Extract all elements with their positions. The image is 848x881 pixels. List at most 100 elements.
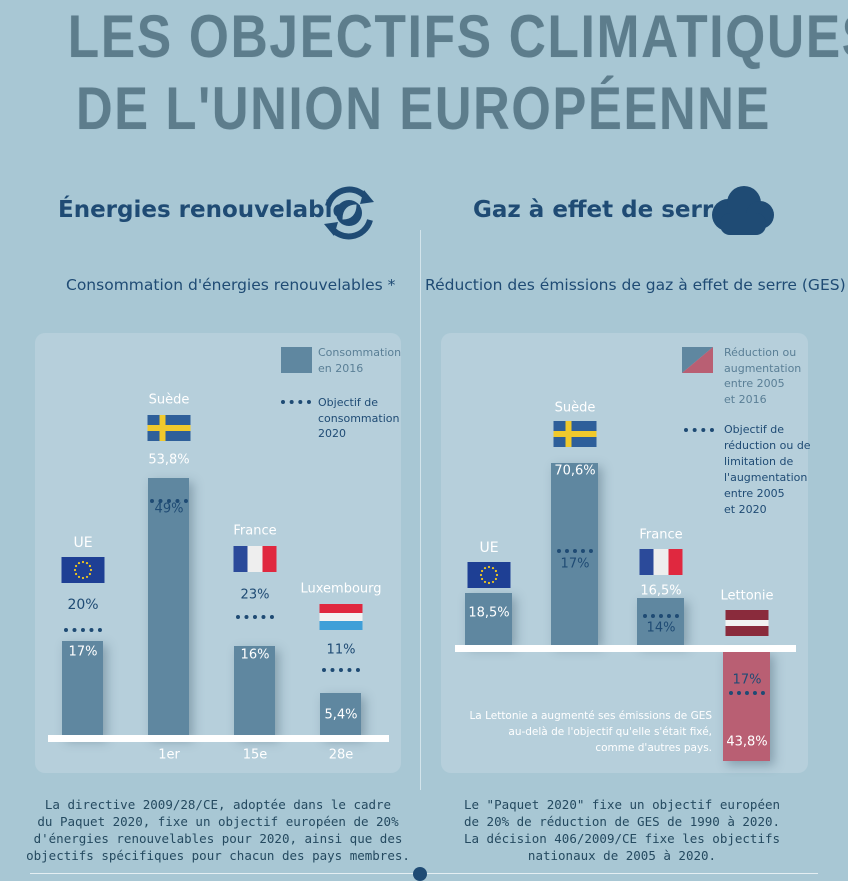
target-line — [150, 498, 188, 503]
legend-bar-label: Consommation en 2016 — [318, 345, 401, 376]
title-text: LES OBJECTIFS CLIMATIQUES — [67, 3, 848, 70]
target-line — [729, 691, 765, 695]
legend-line: 2020 — [318, 427, 346, 440]
target-line — [643, 614, 679, 618]
sweden-flag-icon — [553, 421, 597, 447]
bar-luxembourg — [320, 692, 361, 737]
right-baseline — [455, 645, 796, 652]
legend-line: réduction ou de — [724, 439, 811, 452]
value-label: 70,6% — [554, 463, 596, 479]
target-line — [322, 668, 360, 673]
legend-line: Objectif de — [318, 396, 379, 409]
footer-line: nationaux de 2005 à 2020. — [527, 848, 717, 863]
legend-line: entre 2005 — [724, 487, 785, 500]
title-text: DE L'UNION EUROPÉENNE — [76, 75, 772, 142]
section-heading-renewables: Énergies renouvelables — [58, 197, 362, 223]
country-label: UE — [73, 535, 93, 551]
legend-line: et 2016 — [724, 392, 767, 406]
legend-swatch-bar — [281, 347, 312, 373]
renewable-cycle-icon — [324, 186, 374, 240]
section-heading-ghg: Gaz à effet de serre — [473, 197, 729, 223]
target-label: 17% — [732, 672, 762, 688]
value-label: 53,8% — [148, 452, 190, 468]
legend-line: l'augmentation — [724, 471, 808, 484]
divider — [420, 230, 421, 790]
bar-ue — [465, 592, 512, 645]
legend-line: augmentation — [724, 361, 802, 375]
left-baseline — [48, 735, 389, 742]
note-line: comme d'autres pays. — [595, 742, 712, 754]
target-label: 20% — [67, 597, 99, 613]
bottom-dot — [413, 867, 427, 881]
country-label: Suède — [554, 400, 596, 416]
latvia-note: La Lettonie a augmenté ses émissions de … — [469, 708, 712, 756]
value-label: 43,8% — [726, 734, 768, 750]
legend-line: Objectif de — [724, 423, 785, 436]
country-label: France — [639, 527, 683, 543]
legend-line: et 2020 — [724, 503, 767, 516]
bar-france — [637, 597, 684, 645]
target-line — [64, 628, 102, 632]
value-label: 18,5% — [468, 605, 510, 621]
legend-change-label: Réduction ou augmentation entre 2005 et 201… — [724, 345, 801, 407]
latvia-flag-icon — [725, 610, 769, 636]
legend-line: Consommation — [318, 346, 402, 359]
left-chart-subtitle: Consommation d'énergies renouvelables * — [66, 276, 396, 294]
legend-line: en 2016 — [318, 361, 364, 375]
legend-swatch-target — [281, 400, 311, 404]
page-title-line2: DE L'UNION EUROPÉENNE — [0, 74, 848, 143]
value-label: 16,5% — [640, 583, 682, 599]
legend-target-label: Objectif de réduction ou de limitation de l… — [724, 422, 811, 518]
legend-swatch-target — [684, 428, 714, 432]
legend-line: Réduction ou — [724, 346, 797, 359]
bar-suède — [148, 477, 189, 737]
target-label: 49% — [154, 501, 184, 517]
country-label: UE — [479, 540, 499, 556]
eu-flag-icon — [61, 557, 105, 583]
value-label: 17% — [68, 644, 98, 660]
target-label: 14% — [646, 620, 676, 636]
france-flag-icon — [233, 546, 277, 572]
country-label: France — [233, 523, 277, 539]
footer-line: objectifs spécifiques pour chacun des pa… — [26, 848, 410, 863]
page-title-line1: LES OBJECTIFS CLIMATIQUES — [0, 2, 848, 71]
footer-line: de 20% de réduction de GES de 1990 à 202… — [463, 814, 781, 829]
footer-line: La décision 406/2009/CE fixe les objecti… — [463, 831, 781, 846]
sweden-flag-icon — [147, 415, 191, 441]
rank-label: 15e — [242, 747, 268, 763]
bar-ue — [62, 641, 103, 737]
legend-line: consommation — [318, 411, 400, 425]
france-flag-icon — [639, 549, 683, 575]
footer-line: Le "Paquet 2020" fixe un objectif europé… — [463, 797, 781, 812]
legend-line: entre 2005 — [724, 377, 785, 390]
footer-line: du Paquet 2020, fixe un objectif europée… — [37, 814, 399, 829]
country-label: Luxembourg — [300, 581, 382, 597]
target-line — [557, 549, 593, 553]
target-label: 17% — [560, 556, 590, 572]
target-label: 23% — [240, 587, 270, 603]
right-chart-subtitle: Réduction des émissions de gaz à effet d… — [425, 276, 846, 294]
country-label: Suède — [148, 392, 190, 408]
eu-flag-icon — [467, 562, 511, 588]
note-line: au-delà de l'objectif qu'elle s'était fi… — [508, 726, 712, 738]
right-footer-text: Le "Paquet 2020" fixe un objectif europé… — [464, 796, 780, 864]
bar-lettonie — [723, 651, 770, 761]
cloud-icon — [712, 186, 774, 235]
footer-line: La directive 2009/28/CE, adoptée dans le… — [44, 797, 392, 812]
target-line — [236, 614, 274, 619]
rank-label: 28e — [328, 747, 354, 763]
luxembourg-flag-icon — [319, 604, 363, 630]
bar-suède — [551, 462, 598, 645]
note-line: La Lettonie a augmenté ses émissions de … — [469, 710, 712, 722]
legend-swatch-change — [682, 347, 713, 373]
country-label: Lettonie — [720, 588, 774, 604]
target-label: 11% — [326, 642, 356, 658]
footer-line: d'énergies renouvelables pour 2020, ains… — [33, 831, 403, 846]
value-label: 5,4% — [324, 707, 358, 723]
legend-line: limitation de — [724, 455, 794, 468]
legend-target-label: Objectif de consommation 2020 — [318, 395, 399, 442]
value-label: 16% — [240, 647, 270, 663]
left-footer-text: La directive 2009/28/CE, adoptée dans le… — [26, 796, 410, 864]
rank-label: 1er — [158, 747, 180, 763]
bar-france — [234, 645, 275, 737]
